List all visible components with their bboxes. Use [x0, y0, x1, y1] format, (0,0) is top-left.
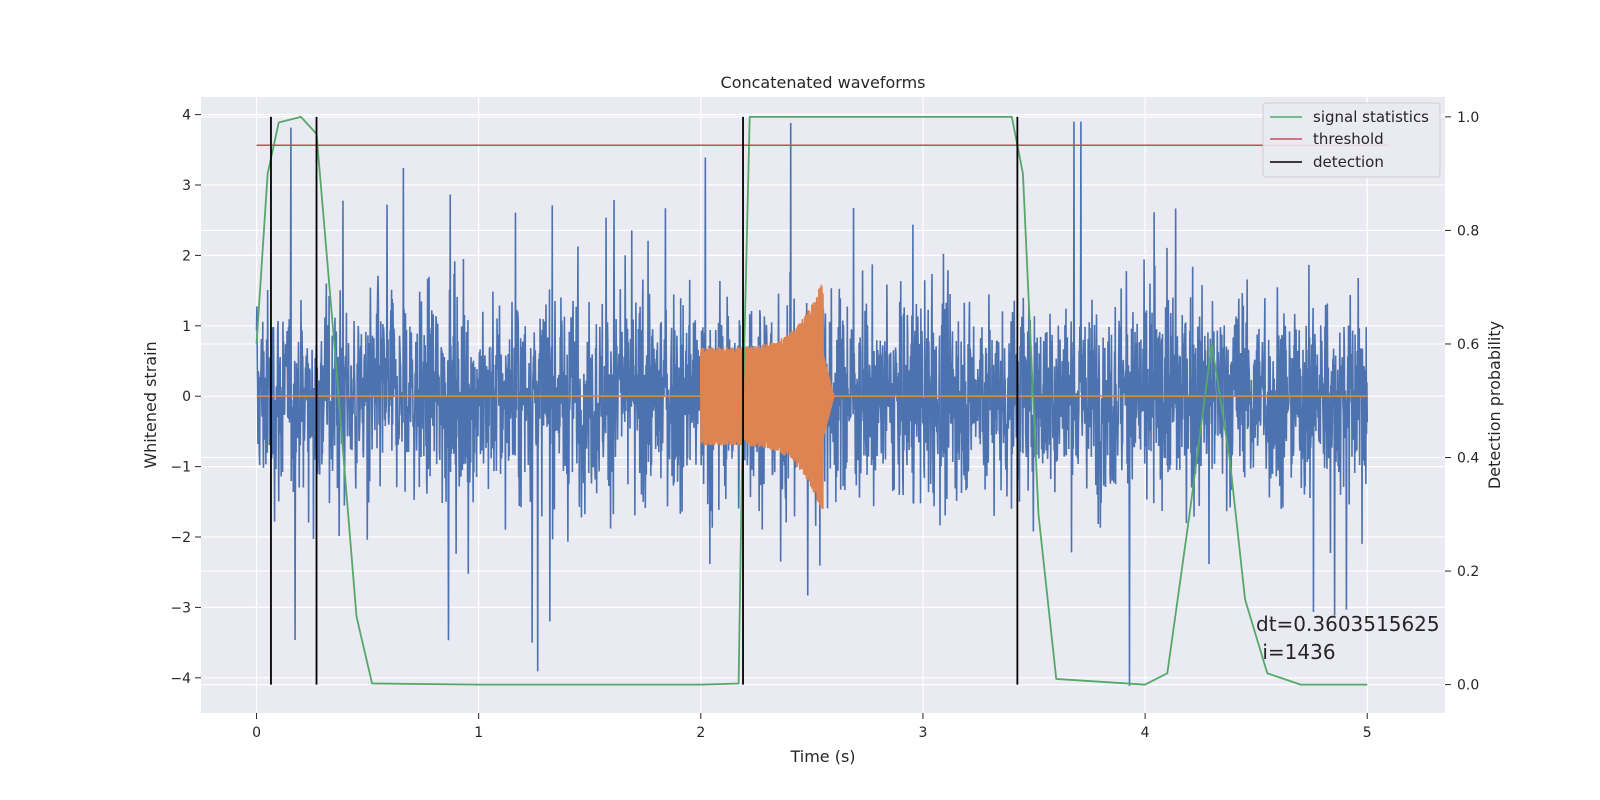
right-y-axis-label: Detection probability	[1485, 321, 1504, 489]
left-tick-label: 0	[182, 389, 191, 405]
left-tick-label: −1	[170, 460, 191, 476]
x-tick-label: 0	[252, 725, 261, 741]
left-tick-label: 4	[182, 108, 191, 124]
x-tick-label: 2	[696, 725, 705, 741]
left-tick-label: 2	[182, 248, 191, 264]
detection-series	[270, 116, 1019, 685]
x-tick-label: 5	[1363, 725, 1372, 741]
x-tick-label: 3	[919, 725, 928, 741]
legend: signal statistics threshold detection	[1262, 102, 1441, 178]
right-tick-label: 0.0	[1457, 678, 1479, 694]
x-tick-label: 1	[474, 725, 483, 741]
right-y-axis-ticks: 0.0 0.2 0.4 0.6 0.8 1.0	[1445, 110, 1479, 694]
left-y-axis-label: Whitened strain	[141, 341, 160, 468]
legend-label-detection: detection	[1313, 153, 1384, 171]
left-tick-label: 1	[182, 319, 191, 335]
left-tick-label: −2	[170, 530, 191, 546]
legend-label-signal-statistics: signal statistics	[1313, 108, 1429, 126]
chart-title: Concatenated waveforms	[721, 73, 926, 92]
legend-label-threshold: threshold	[1313, 130, 1384, 148]
legend-box	[1262, 102, 1441, 178]
right-tick-label: 1.0	[1457, 110, 1479, 126]
left-tick-label: −3	[170, 600, 191, 616]
injected-signal-line	[256, 284, 1368, 510]
right-tick-label: 0.6	[1457, 337, 1479, 353]
right-tick-label: 0.4	[1457, 451, 1479, 467]
annotation-i: i=1436	[1256, 640, 1336, 664]
x-axis-label: Time (s)	[789, 747, 855, 766]
x-tick-label: 4	[1141, 725, 1150, 741]
left-tick-label: 3	[182, 178, 191, 194]
signal-statistics-line	[255, 115, 1368, 686]
x-axis-ticks: 0 1 2 3 4 5	[252, 713, 1372, 741]
right-tick-label: 0.2	[1457, 564, 1479, 580]
injected-signal-series	[256, 284, 1368, 510]
annotation-dt: dt=0.3603515625	[1256, 612, 1440, 636]
signal-statistics-series	[255, 115, 1368, 686]
left-tick-label: −4	[170, 671, 191, 687]
right-tick-label: 0.8	[1457, 223, 1479, 239]
left-y-axis-ticks: −4 −3 −2 −1 0 1 2 3 4	[170, 108, 201, 687]
